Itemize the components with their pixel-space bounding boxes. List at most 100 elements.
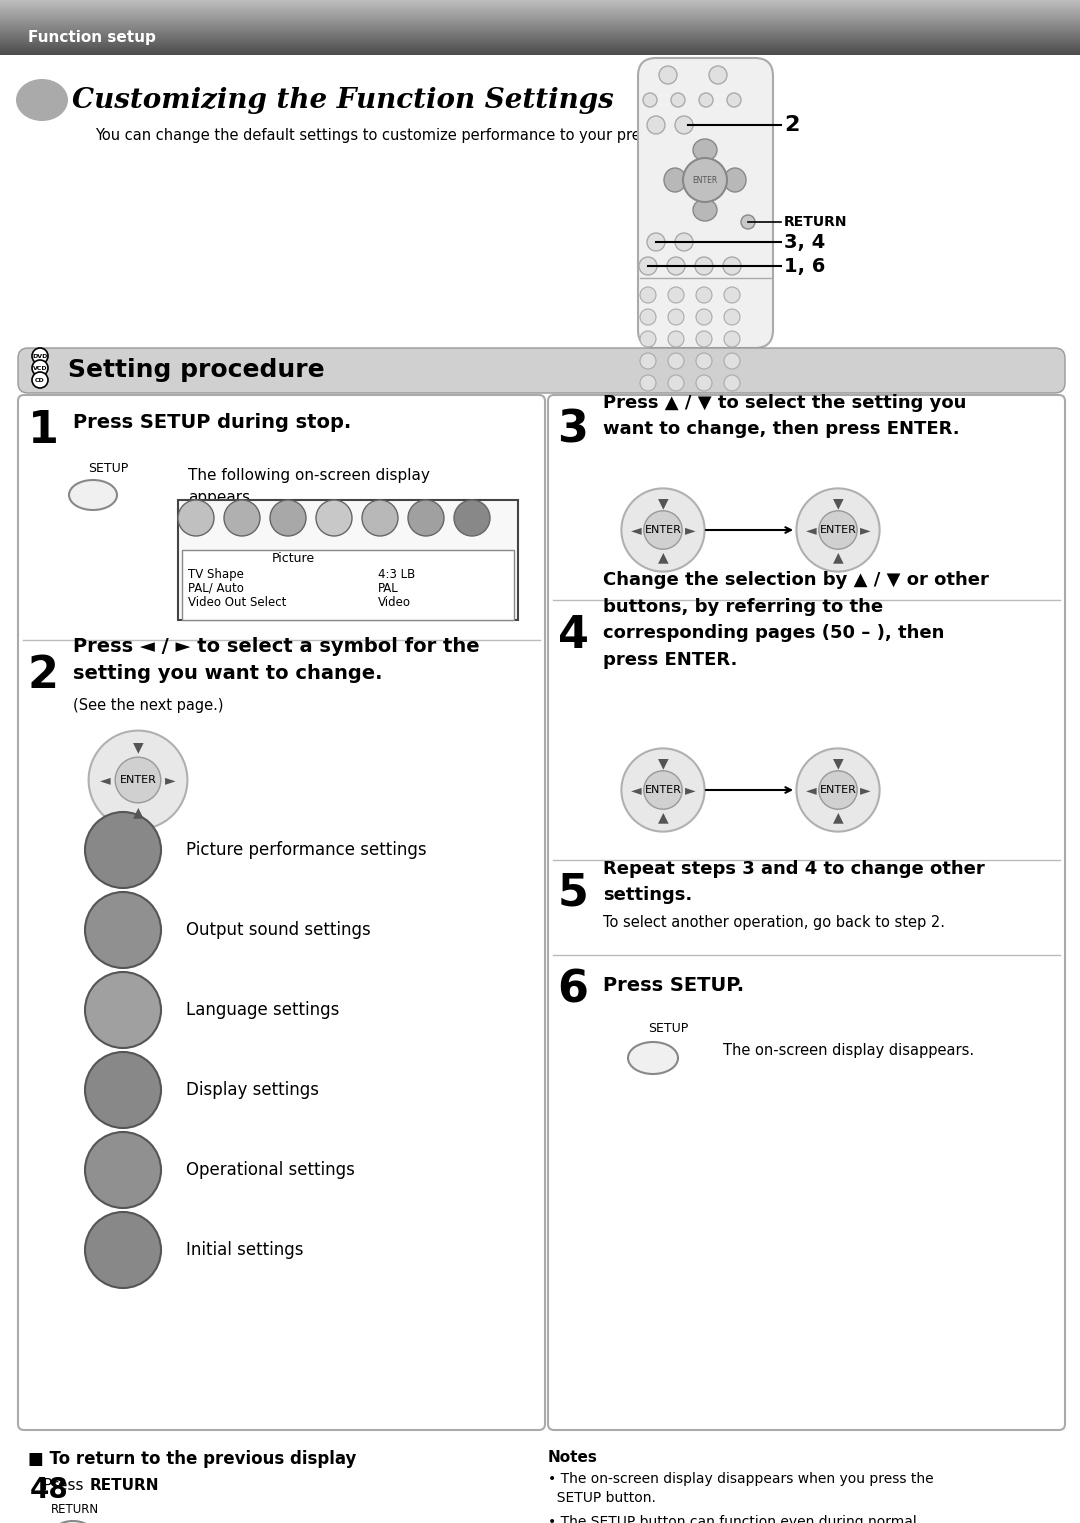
Text: 5: 5 — [557, 871, 589, 914]
Text: 1, 6: 1, 6 — [784, 256, 825, 276]
FancyBboxPatch shape — [18, 394, 545, 1430]
FancyBboxPatch shape — [18, 347, 1065, 393]
Circle shape — [85, 972, 161, 1048]
Circle shape — [362, 500, 399, 536]
Text: 3: 3 — [557, 408, 589, 451]
Text: • The SETUP button can function even during normal
  playback, however some oper: • The SETUP button can function even dur… — [548, 1515, 958, 1523]
Text: ▼: ▼ — [658, 755, 669, 769]
Circle shape — [696, 353, 712, 369]
Circle shape — [85, 1212, 161, 1288]
Text: Repeat steps 3 and 4 to change other
settings.: Repeat steps 3 and 4 to change other set… — [603, 860, 985, 905]
Text: ▲: ▲ — [658, 550, 669, 564]
Circle shape — [723, 257, 741, 276]
Text: RETURN: RETURN — [90, 1477, 160, 1493]
Circle shape — [727, 93, 741, 107]
Text: ▲: ▲ — [133, 806, 144, 819]
Text: ◄: ◄ — [806, 783, 816, 797]
Text: Press SETUP.: Press SETUP. — [603, 976, 744, 995]
Text: 2: 2 — [784, 116, 799, 136]
Text: SETUP: SETUP — [87, 461, 129, 475]
Text: The on-screen display disappears.: The on-screen display disappears. — [723, 1043, 974, 1057]
Circle shape — [643, 93, 657, 107]
Text: ►: ► — [165, 774, 176, 787]
Ellipse shape — [664, 168, 686, 192]
Circle shape — [796, 748, 879, 832]
Text: The following on-screen display
appears.: The following on-screen display appears. — [188, 468, 430, 506]
Text: RETURN: RETURN — [51, 1503, 99, 1515]
Ellipse shape — [69, 480, 117, 510]
Circle shape — [683, 158, 727, 203]
Text: Picture performance settings: Picture performance settings — [186, 841, 427, 859]
Text: ENTER: ENTER — [820, 784, 856, 795]
Circle shape — [640, 375, 656, 391]
Circle shape — [667, 257, 685, 276]
Ellipse shape — [724, 168, 746, 192]
Text: ▼: ▼ — [658, 496, 669, 510]
Text: Setting procedure: Setting procedure — [68, 358, 325, 382]
Circle shape — [669, 309, 684, 324]
Text: Output sound settings: Output sound settings — [186, 921, 370, 940]
Text: To select another operation, go back to step 2.: To select another operation, go back to … — [603, 914, 945, 929]
Circle shape — [669, 286, 684, 303]
Text: Change the selection by ▲ / ▼ or other
buttons, by referring to the
correspondin: Change the selection by ▲ / ▼ or other b… — [603, 571, 989, 669]
Text: 48: 48 — [30, 1476, 69, 1505]
Ellipse shape — [693, 139, 717, 161]
Text: Video Out Select: Video Out Select — [188, 595, 286, 609]
Circle shape — [708, 65, 727, 84]
Text: CD: CD — [36, 378, 45, 382]
Circle shape — [644, 771, 683, 809]
Text: ◄: ◄ — [100, 774, 111, 787]
Circle shape — [669, 353, 684, 369]
FancyBboxPatch shape — [548, 394, 1065, 1430]
Text: RETURN: RETURN — [784, 215, 848, 228]
Circle shape — [224, 500, 260, 536]
Text: ◄: ◄ — [631, 783, 642, 797]
Circle shape — [724, 309, 740, 324]
Circle shape — [644, 510, 683, 550]
FancyBboxPatch shape — [178, 500, 518, 620]
Text: Language settings: Language settings — [186, 1001, 339, 1019]
Text: • The on-screen display disappears when you press the
  SETUP button.: • The on-screen display disappears when … — [548, 1473, 933, 1506]
Circle shape — [724, 286, 740, 303]
Text: Display settings: Display settings — [186, 1081, 319, 1100]
Circle shape — [724, 375, 740, 391]
Text: 2: 2 — [27, 653, 58, 696]
Circle shape — [659, 65, 677, 84]
Text: Picture: Picture — [271, 551, 314, 565]
Text: ENTER: ENTER — [820, 525, 856, 535]
Circle shape — [32, 372, 48, 388]
Circle shape — [454, 500, 490, 536]
Circle shape — [819, 510, 858, 550]
Circle shape — [669, 330, 684, 347]
Circle shape — [724, 330, 740, 347]
Circle shape — [696, 330, 712, 347]
Circle shape — [640, 353, 656, 369]
Circle shape — [178, 500, 214, 536]
Text: PAL/ Auto: PAL/ Auto — [188, 582, 244, 594]
Text: ◄: ◄ — [631, 522, 642, 538]
Text: ▲: ▲ — [833, 550, 843, 564]
Circle shape — [640, 330, 656, 347]
Text: ▼: ▼ — [133, 740, 144, 755]
Circle shape — [675, 233, 693, 251]
Text: ENTER: ENTER — [645, 525, 681, 535]
Text: 4:3 LB: 4:3 LB — [378, 568, 415, 580]
Circle shape — [696, 309, 712, 324]
Text: Press ▲ / ▼ to select the setting you
want to change, then press ENTER.: Press ▲ / ▼ to select the setting you wa… — [603, 394, 967, 439]
Text: (See the next page.): (See the next page.) — [73, 698, 224, 713]
Circle shape — [671, 93, 685, 107]
Circle shape — [639, 257, 657, 276]
Text: 6: 6 — [557, 969, 589, 1011]
Text: 1: 1 — [27, 408, 58, 451]
Text: ►: ► — [685, 783, 696, 797]
Text: Press ◄ / ► to select a symbol for the
setting you want to change.: Press ◄ / ► to select a symbol for the s… — [73, 637, 480, 682]
Circle shape — [270, 500, 306, 536]
Circle shape — [696, 257, 713, 276]
Circle shape — [32, 347, 48, 364]
Circle shape — [696, 286, 712, 303]
Text: ◄: ◄ — [806, 522, 816, 538]
Circle shape — [621, 489, 704, 571]
Bar — [183, 550, 514, 620]
Text: PAL: PAL — [378, 582, 399, 594]
FancyBboxPatch shape — [638, 58, 773, 347]
